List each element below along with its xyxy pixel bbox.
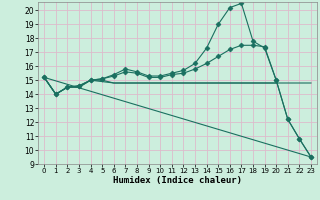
X-axis label: Humidex (Indice chaleur): Humidex (Indice chaleur) — [113, 176, 242, 185]
